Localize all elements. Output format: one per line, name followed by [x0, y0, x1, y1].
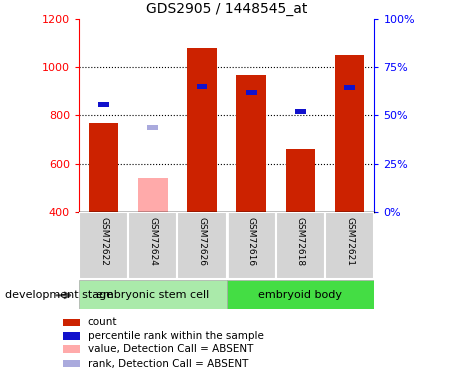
- Text: percentile rank within the sample: percentile rank within the sample: [88, 331, 264, 341]
- Bar: [295, 109, 306, 114]
- Bar: [63, 360, 80, 368]
- Text: count: count: [88, 317, 117, 327]
- Bar: [335, 55, 364, 212]
- Bar: [63, 332, 80, 340]
- Bar: [63, 345, 80, 353]
- Title: GDS2905 / 1448545_at: GDS2905 / 1448545_at: [146, 2, 307, 16]
- Bar: [276, 212, 325, 279]
- Bar: [147, 125, 158, 130]
- Bar: [197, 84, 207, 89]
- Bar: [79, 280, 226, 309]
- Text: rank, Detection Call = ABSENT: rank, Detection Call = ABSENT: [88, 359, 248, 369]
- Text: GSM72618: GSM72618: [296, 217, 305, 266]
- Bar: [63, 319, 80, 326]
- Bar: [177, 212, 226, 279]
- Text: GSM72626: GSM72626: [198, 217, 207, 266]
- Bar: [226, 212, 276, 279]
- Bar: [325, 212, 374, 279]
- Text: embryoid body: embryoid body: [258, 290, 342, 300]
- Bar: [246, 90, 257, 95]
- Text: GSM72616: GSM72616: [247, 217, 256, 266]
- Bar: [236, 75, 266, 212]
- Bar: [79, 212, 128, 279]
- Bar: [89, 123, 118, 212]
- Text: development stage: development stage: [5, 290, 113, 300]
- Bar: [226, 280, 374, 309]
- Text: GSM72624: GSM72624: [148, 217, 157, 266]
- Text: GSM72622: GSM72622: [99, 217, 108, 266]
- Text: GSM72621: GSM72621: [345, 217, 354, 266]
- Bar: [187, 48, 217, 212]
- Text: value, Detection Call = ABSENT: value, Detection Call = ABSENT: [88, 344, 253, 354]
- Bar: [138, 178, 167, 212]
- Bar: [286, 149, 315, 212]
- Bar: [344, 85, 355, 90]
- Text: embryonic stem cell: embryonic stem cell: [96, 290, 209, 300]
- Bar: [98, 102, 109, 107]
- Bar: [128, 212, 177, 279]
